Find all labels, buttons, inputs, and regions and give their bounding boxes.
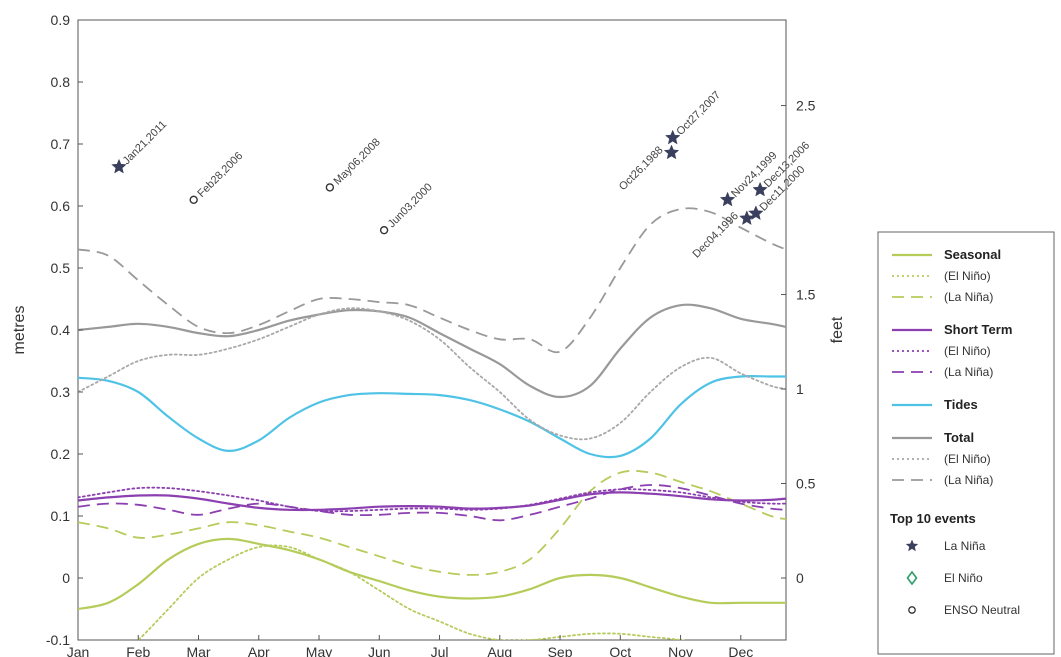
event-marker-star xyxy=(748,205,764,221)
legend-star-icon xyxy=(905,539,919,552)
y2-axis-title: feet xyxy=(829,316,846,343)
series-seasonal-dashed-line xyxy=(78,469,786,576)
series-short-term-dashed-line xyxy=(78,484,786,522)
y-tick-label: 0.5 xyxy=(51,260,71,276)
event-marker-circle xyxy=(379,225,389,235)
event-marker-star xyxy=(663,144,680,160)
x-tick-label: Oct xyxy=(609,644,631,657)
legend: Seasonal (El Niño) (La Niña) Short Term (El … xyxy=(877,231,1055,655)
legend-box xyxy=(877,231,1055,655)
legend-label-la-ni-a: (La Niña) xyxy=(944,365,993,379)
series-short-term-solid-line xyxy=(78,491,786,512)
event-marker-star xyxy=(664,129,681,145)
y-tick-label: 0.6 xyxy=(51,198,71,214)
x-tick-label: Sep xyxy=(548,644,573,657)
legend-events-title: Top 10 events xyxy=(890,511,976,526)
x-tick-label: Jun xyxy=(368,644,391,657)
event-marker-star xyxy=(111,158,127,174)
event-marker-star xyxy=(719,191,736,207)
y-tick-label: 0 xyxy=(62,570,70,586)
x-tick-label: May xyxy=(306,644,332,657)
y2-tick-label: 0 xyxy=(796,570,804,586)
series-total-solid-line xyxy=(78,303,786,399)
legend-label-la-ni-a: La Niña xyxy=(944,539,986,553)
y-tick-label: 0.3 xyxy=(51,384,71,400)
y-tick-label: -0.1 xyxy=(46,632,70,648)
legend-label-seasonal: Seasonal xyxy=(944,247,1001,262)
y-tick-label: 0.8 xyxy=(51,74,71,90)
legend-label-enso-neutral: ENSO Neutral xyxy=(944,603,1020,617)
y-tick-label: 0.2 xyxy=(51,446,71,462)
legend-label-el-ni-o: (El Niño) xyxy=(944,269,991,283)
y2-tick-label: 2.5 xyxy=(796,98,816,114)
x-tick-label: Jul xyxy=(431,644,449,657)
y2-tick-label: 0.5 xyxy=(796,476,816,492)
y-tick-label: 0.4 xyxy=(51,322,71,338)
series-seasonal-solid-line xyxy=(78,537,786,611)
series-short-term-dotted-line xyxy=(78,486,786,513)
legend-label-el-ni-o: El Niño xyxy=(944,571,983,585)
x-tick-label: Nov xyxy=(668,644,693,657)
y2-axis: 0 0.5 1 1.5 2.5 xyxy=(781,98,816,586)
legend-label-short-term: Short Term xyxy=(944,322,1012,337)
legend-label-la-ni-a: (La Niña) xyxy=(944,473,993,487)
x-tick-label: Feb xyxy=(126,644,150,657)
legend-label-tides: Tides xyxy=(944,397,978,412)
series-layer xyxy=(78,207,786,640)
y-tick-label: 0.1 xyxy=(51,508,71,524)
event-marker-star xyxy=(739,210,755,226)
y2-tick-label: 1.5 xyxy=(796,287,816,303)
legend-label-el-ni-o: (El Niño) xyxy=(944,452,991,466)
series-tides-solid-line xyxy=(78,374,786,459)
event-marker-circle xyxy=(189,195,198,205)
legend-label-total: Total xyxy=(944,430,974,445)
series-total-dotted-line xyxy=(78,307,786,441)
x-tick-label: Aug xyxy=(487,644,512,657)
x-tick-label: Dec xyxy=(728,644,753,657)
y-tick-label: 0.7 xyxy=(51,136,71,152)
x-axis: Jan Feb Mar Apr May Jun Jul Aug Sep Oct Nov Dec xyxy=(67,635,753,657)
y-axis-title: metres xyxy=(11,306,28,355)
x-tick-label: Apr xyxy=(248,644,270,657)
legend-label-la-ni-a: (La Niña) xyxy=(944,290,993,304)
y-tick-label: 0.9 xyxy=(51,12,71,28)
event-marker-star xyxy=(752,181,768,197)
series-seasonal-dotted-line xyxy=(136,544,686,640)
x-tick-label: Jan xyxy=(67,644,90,657)
legend-diamond-icon xyxy=(906,570,918,586)
legend-circle-icon xyxy=(908,606,916,614)
y2-tick-label: 1 xyxy=(796,381,804,397)
legend-label-el-ni-o: (El Niño) xyxy=(944,344,991,358)
x-tick-label: Mar xyxy=(186,644,210,657)
y-axis: -0.1 0 0.1 0.2 0.3 0.4 0.5 0.6 0.7 0.8 0.9 xyxy=(46,12,83,648)
event-marker-circle xyxy=(325,183,335,192)
